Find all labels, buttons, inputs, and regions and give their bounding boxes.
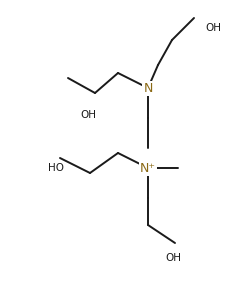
Text: N⁺: N⁺: [140, 162, 156, 175]
Text: OH: OH: [205, 23, 221, 33]
Text: OH: OH: [80, 110, 96, 120]
Text: N: N: [143, 81, 153, 94]
Text: HO: HO: [48, 163, 64, 173]
Text: OH: OH: [165, 253, 181, 263]
